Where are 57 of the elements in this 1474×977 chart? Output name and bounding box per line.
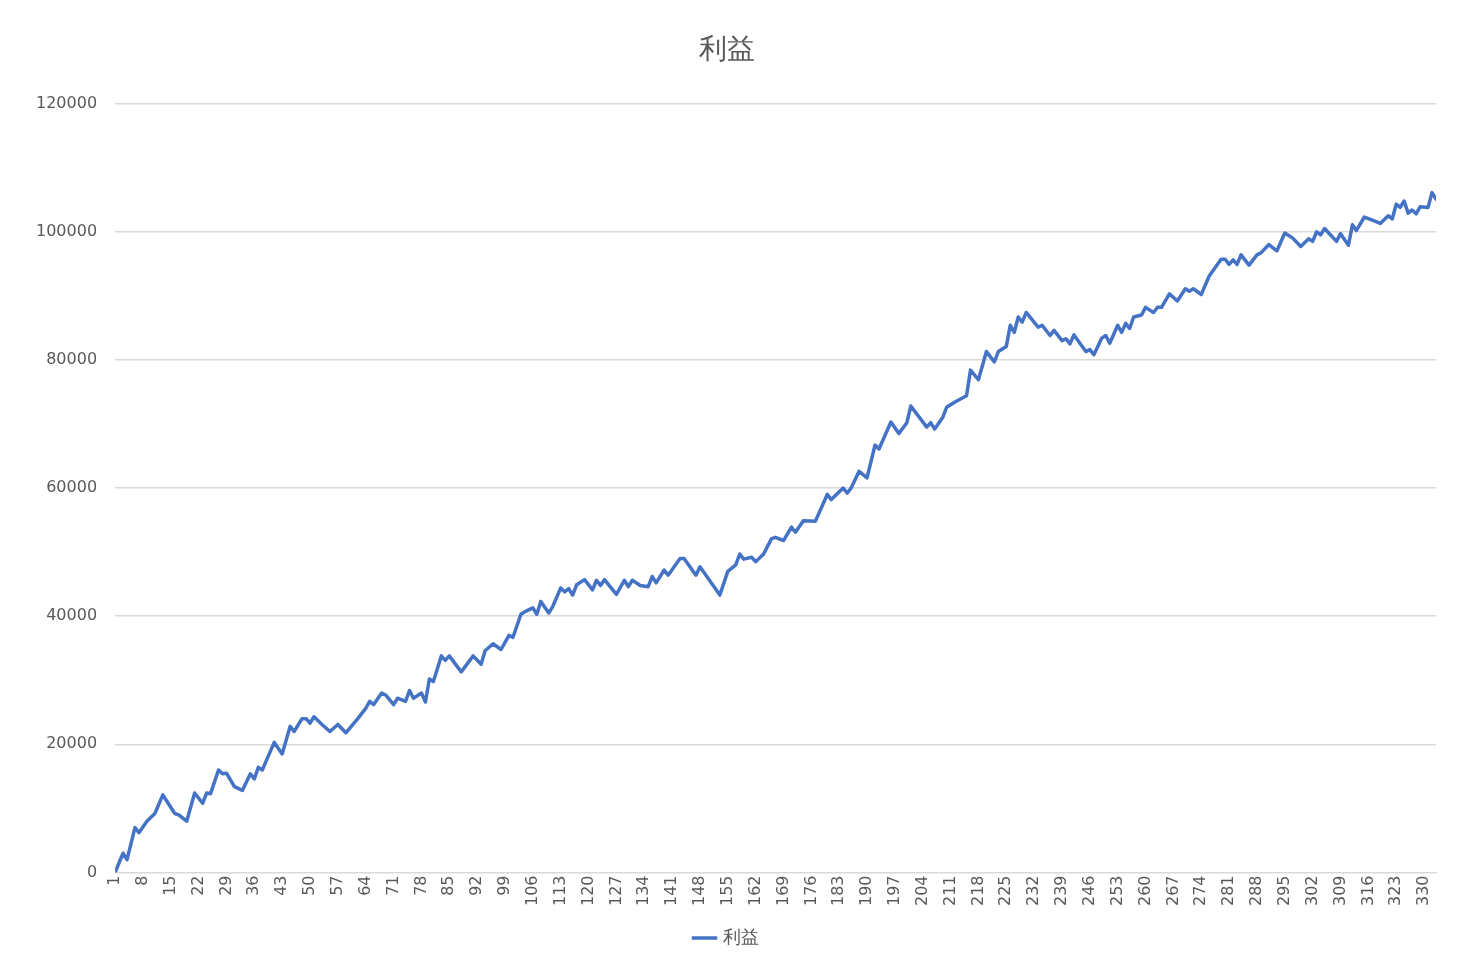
x-tick-label: 211	[939, 875, 959, 907]
x-tick-label: 246	[1079, 875, 1099, 907]
x-tick-label: 36	[243, 875, 263, 896]
x-tick-label: 267	[1162, 875, 1182, 907]
x-tick-label: 134	[633, 875, 653, 907]
y-tick-label: 120000	[36, 92, 98, 112]
x-tick-label: 127	[605, 875, 625, 907]
x-tick-label: 78	[410, 875, 430, 896]
x-tick-label: 57	[327, 875, 347, 896]
y-tick-label: 20000	[46, 733, 98, 753]
y-tick-label: 40000	[46, 605, 98, 625]
x-tick-label: 92	[466, 875, 486, 896]
x-tick-label: 176	[800, 875, 820, 907]
x-tick-label: 302	[1301, 875, 1321, 907]
x-tick-label: 64	[354, 875, 374, 896]
chart-title: 利益	[699, 32, 755, 66]
x-tick-label: 113	[549, 875, 569, 907]
x-tick-label: 141	[661, 875, 681, 907]
x-tick-label: 8	[132, 875, 152, 886]
x-tick-label: 218	[967, 875, 987, 907]
x-tick-label: 43	[271, 875, 291, 896]
x-tick-label: 162	[744, 875, 764, 907]
x-tick-label: 274	[1190, 875, 1210, 907]
x-tick-label: 309	[1329, 875, 1349, 907]
x-tick-label: 71	[382, 875, 402, 896]
x-tick-label: 316	[1357, 875, 1377, 907]
x-tick-label: 232	[1023, 875, 1043, 907]
x-tick-label: 204	[911, 875, 931, 907]
x-tick-label: 197	[884, 875, 904, 907]
x-tick-label: 260	[1134, 875, 1154, 907]
x-tick-label: 1	[104, 875, 124, 886]
x-tick-label: 50	[299, 875, 319, 896]
y-tick-label: 100000	[36, 220, 98, 240]
x-tick-label: 323	[1385, 875, 1405, 907]
y-tick-label: 0	[86, 861, 98, 881]
legend-label: 利益	[722, 925, 759, 947]
x-tick-label: 29	[215, 875, 235, 896]
y-tick-label: 60000	[46, 477, 98, 497]
x-tick-label: 281	[1218, 875, 1238, 907]
x-tick-label: 106	[522, 875, 541, 907]
x-tick-label: 148	[689, 875, 709, 907]
x-tick-label: 288	[1246, 875, 1266, 907]
y-tick-label: 80000	[46, 349, 98, 369]
x-tick-label: 190	[856, 875, 876, 907]
x-tick-label: 225	[995, 875, 1015, 907]
x-tick-label: 169	[772, 875, 792, 907]
x-tick-label: 15	[159, 875, 179, 896]
x-tick-label: 253	[1106, 875, 1126, 907]
x-tick-label: 239	[1051, 875, 1071, 907]
x-tick-label: 99	[494, 875, 514, 896]
x-tick-label: 183	[828, 875, 848, 907]
x-tick-label: 155	[716, 875, 736, 907]
x-tick-label: 22	[187, 875, 207, 896]
x-tick-label: 85	[438, 875, 458, 896]
x-tick-label: 330	[1413, 875, 1433, 907]
x-tick-label: 120	[577, 875, 597, 907]
x-tick-label: 295	[1273, 875, 1293, 907]
